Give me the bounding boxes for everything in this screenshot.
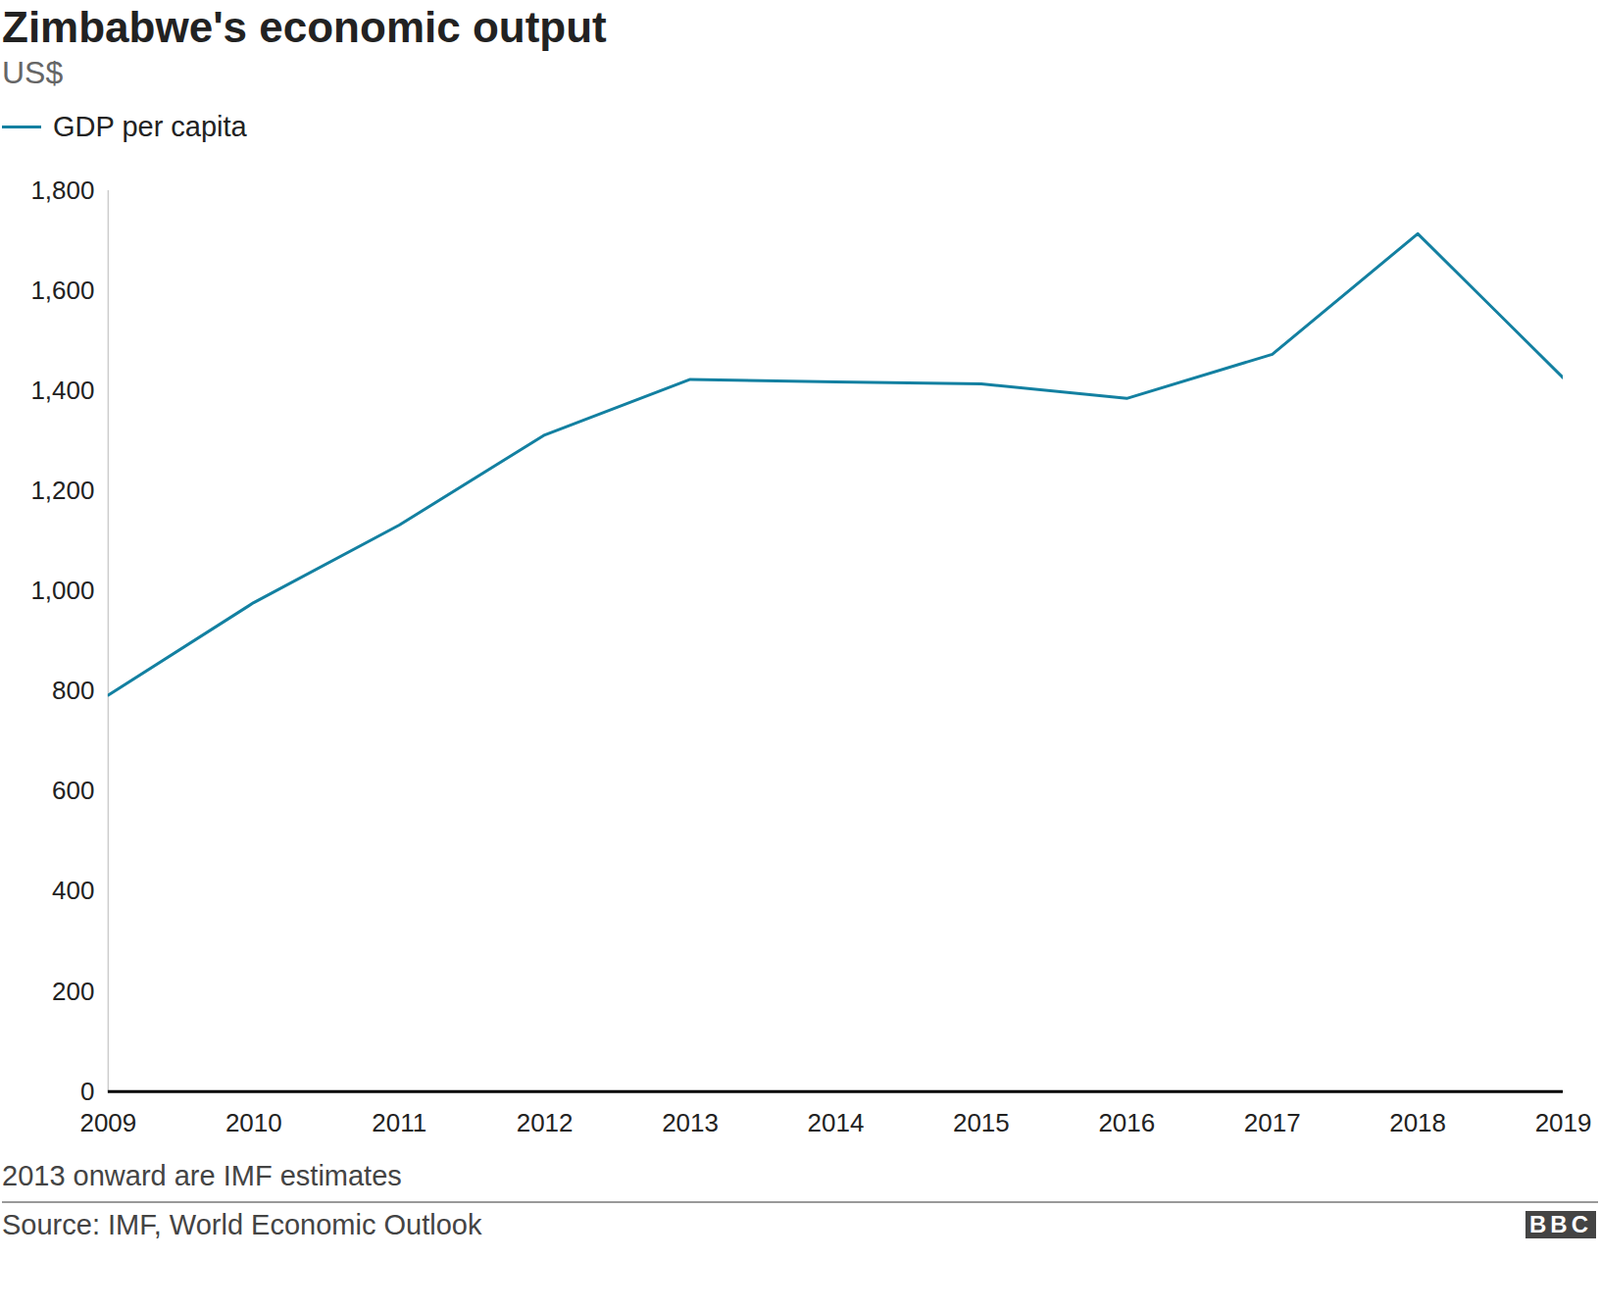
svg-text:1,400: 1,400	[30, 375, 95, 405]
svg-text:2014: 2014	[807, 1107, 865, 1138]
html-text:2013 onward are IMF estimates: 2013 onward are IMF estimates	[1, 1159, 402, 1191]
svg-text:200: 200	[51, 976, 95, 1006]
svg-text:2019: 2019	[1535, 1107, 1593, 1138]
svg-text:1,800: 1,800	[30, 175, 95, 205]
svg-text:2013: 2013	[661, 1107, 719, 1138]
svg-text:800: 800	[51, 675, 95, 705]
svg-text:0: 0	[80, 1076, 95, 1106]
svg-text:2012: 2012	[516, 1107, 574, 1138]
svg-text:1,000: 1,000	[30, 575, 95, 605]
svg-text:2017: 2017	[1244, 1107, 1301, 1138]
html-text:US$: US$	[1, 54, 64, 91]
html-text:Source: IMF, World Economic Ou: Source: IMF, World Economic Outlook	[1, 1208, 482, 1240]
svg-text:2015: 2015	[952, 1107, 1010, 1138]
html-text:BBC: BBC	[1529, 1211, 1593, 1238]
svg-text:2009: 2009	[80, 1107, 138, 1138]
svg-text:2018: 2018	[1389, 1107, 1447, 1138]
html-text:Zimbabwe's economic output: Zimbabwe's economic output	[1, 2, 607, 51]
svg-text:1,200: 1,200	[30, 475, 95, 505]
svg-text:2010: 2010	[225, 1107, 283, 1138]
html-text:GDP per capita: GDP per capita	[52, 110, 247, 142]
svg-text:2011: 2011	[371, 1107, 427, 1138]
svg-text:1,600: 1,600	[30, 275, 95, 305]
svg-text:600: 600	[51, 775, 95, 805]
svg-text:400: 400	[51, 875, 95, 905]
svg-text:2016: 2016	[1098, 1107, 1155, 1138]
